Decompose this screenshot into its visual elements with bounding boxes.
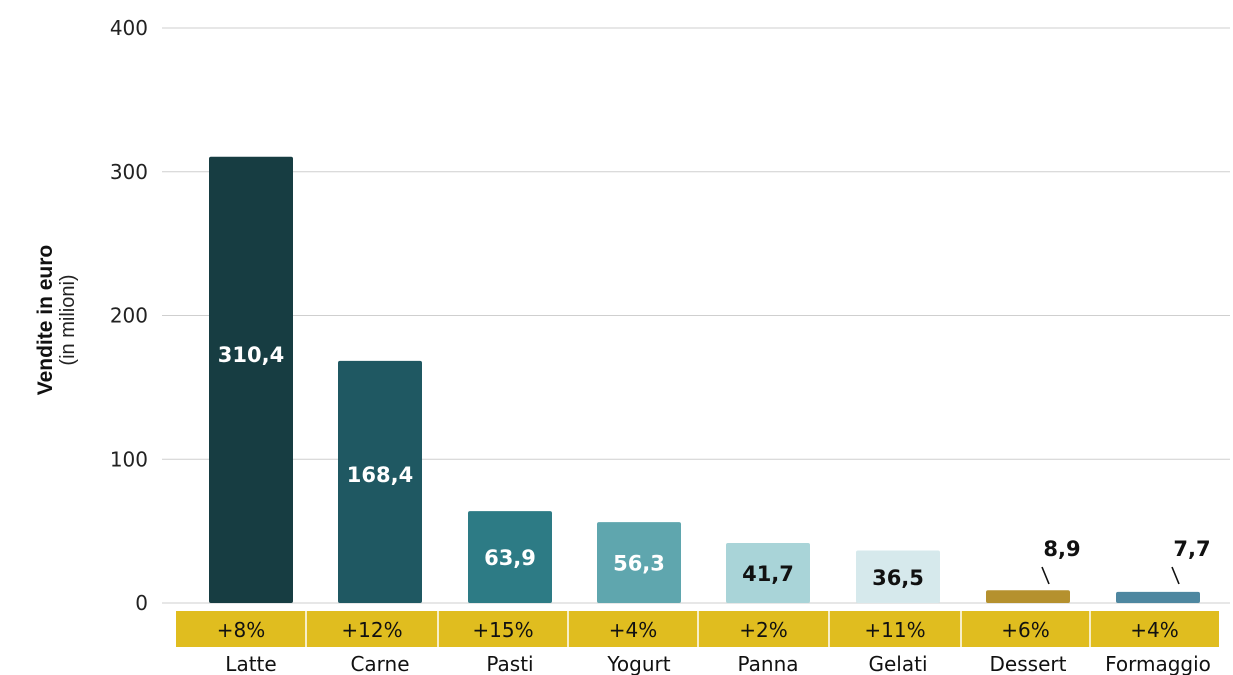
growth-cell — [306, 611, 438, 647]
y-axis-label: Vendite in euro — [34, 245, 57, 396]
growth-label: +11% — [864, 618, 925, 642]
growth-cell — [438, 611, 568, 647]
category-label: Formaggio — [1105, 652, 1211, 675]
bar — [1116, 591, 1200, 603]
bar — [209, 156, 293, 604]
label-leader-line — [1171, 566, 1180, 585]
y-axis-ticks: 0 100 200 300 400 — [110, 16, 148, 615]
category-label: Latte — [225, 652, 276, 675]
category-label: Panna — [737, 652, 798, 675]
growth-label: +12% — [341, 618, 402, 642]
bar-value-label: 310,4 — [218, 343, 284, 367]
y-tick-label: 200 — [110, 304, 148, 328]
growth-cell — [961, 611, 1090, 647]
y-tick-label: 400 — [110, 16, 148, 40]
growth-cell — [1090, 611, 1219, 647]
growth-cell — [568, 611, 698, 647]
bar-value-label: 56,3 — [613, 552, 665, 576]
growth-label: +8% — [217, 618, 266, 642]
y-axis-sublabel: (in milioni) — [57, 274, 79, 365]
bar — [986, 590, 1070, 603]
y-tick-label: 0 — [135, 591, 148, 615]
bar-value-label: 36,5 — [872, 566, 924, 590]
y-axis-title: Vendite in euro (in milioni) — [34, 245, 79, 396]
bar-value-label: 168,4 — [347, 463, 413, 487]
bar — [338, 360, 422, 603]
category-label: Pasti — [486, 652, 533, 675]
bar-value-label: 8,9 — [1043, 537, 1080, 561]
growth-label: +15% — [472, 618, 533, 642]
label-leader-line — [1041, 566, 1050, 585]
category-label: Gelati — [868, 652, 927, 675]
category-label: Carne — [350, 652, 409, 675]
growth-cell — [829, 611, 961, 647]
category-labels: Latte Carne Pasti Yogurt Panna Gelati Dessert F… — [225, 652, 1211, 675]
growth-band: +8% +12% +15% +4% +2% +11% +6% +4% — [176, 611, 1219, 647]
growth-label: +6% — [1001, 618, 1050, 642]
growth-cell — [698, 611, 829, 647]
bar — [597, 522, 681, 603]
y-tick-label: 100 — [110, 447, 148, 471]
growth-label: +2% — [739, 618, 788, 642]
bar — [726, 543, 810, 603]
bar — [468, 511, 552, 603]
gridlines — [162, 27, 1230, 604]
category-label: Yogurt — [606, 652, 670, 675]
bar-value-label: 7,7 — [1173, 537, 1210, 561]
category-label: Dessert — [990, 652, 1067, 675]
growth-cell — [176, 611, 306, 647]
bar-value-label: 63,9 — [484, 546, 536, 570]
growth-label: +4% — [609, 618, 658, 642]
bars: 310,4 168,4 63,9 56,3 41,7 36,5 8,9 7,7 — [209, 156, 1211, 604]
growth-label: +4% — [1130, 618, 1179, 642]
bar-value-label: 41,7 — [742, 562, 794, 586]
bar — [856, 550, 940, 603]
y-tick-label: 300 — [110, 160, 148, 184]
